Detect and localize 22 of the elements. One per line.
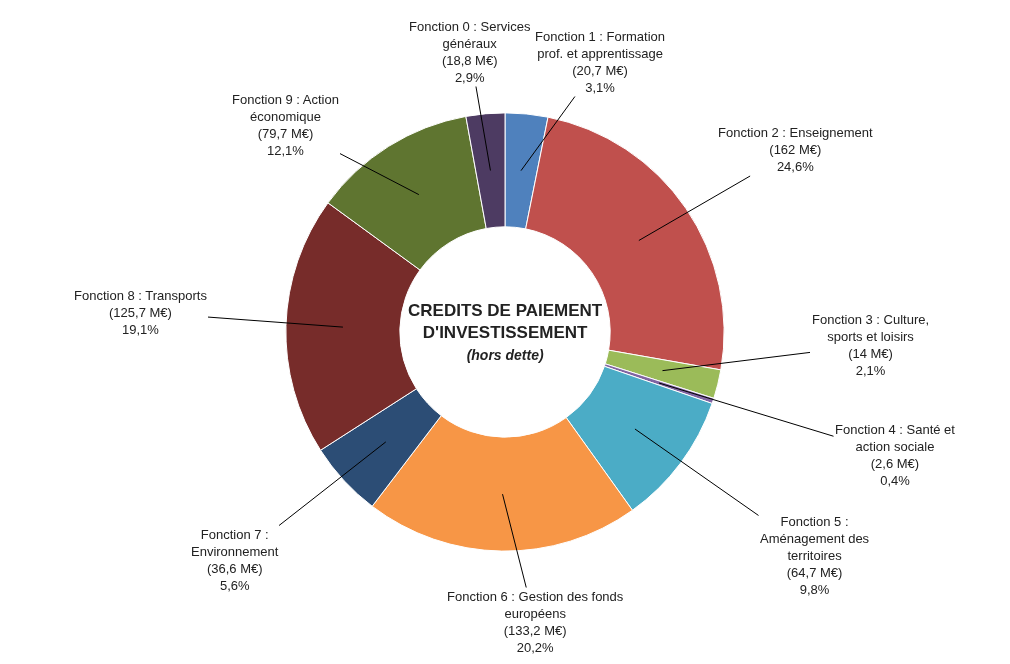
data-label: (162 M€) 24,6% (769, 141, 822, 174)
slice-label: Fonction 7 : Environnement (191, 527, 279, 559)
slice-label: Fonction 1 : Formation prof. et apprentissage (535, 29, 666, 61)
data-label: (133,2 M€) 20,2% (503, 622, 567, 655)
text: (hors dette) (466, 347, 544, 364)
data-label: (79,7 M€) 12,1% (257, 125, 314, 158)
data-label: (125,7 M€) 19,1% (109, 304, 172, 337)
slice-label: Fonction 4 : Santé et action sociale (835, 422, 956, 454)
data-label: (64,7 M€) 9,8% (786, 564, 843, 597)
data-label: (20,7 M€) 3,1% (572, 62, 628, 95)
data-label: (2,6 M€) 0,4% (870, 455, 920, 488)
data-label: (36,6 M€) 5,6% (206, 560, 263, 593)
slice-label: Fonction 9 : Action économique (232, 92, 339, 124)
data-label: (14 M€) 2,1% (848, 345, 893, 378)
data-label: (18,8 M€) 2,9% (441, 52, 498, 85)
text: CREDITS DE PAIEMENT D'INVESTISSEMENT (408, 301, 603, 343)
slice-label: Fonction 0 : Services généraux (409, 19, 531, 51)
slice-label: Fonction 2 : Enseignement (718, 125, 874, 140)
slice-label: Fonction 8 : Transports (74, 288, 208, 303)
slice-label: Fonction 6 : Gestion des fonds européens (447, 589, 624, 621)
slice-label: Fonction 3 : Culture, sports et loisirs (812, 312, 930, 344)
slice-label: Fonction 5 : Aménagement des territoires (760, 514, 870, 563)
